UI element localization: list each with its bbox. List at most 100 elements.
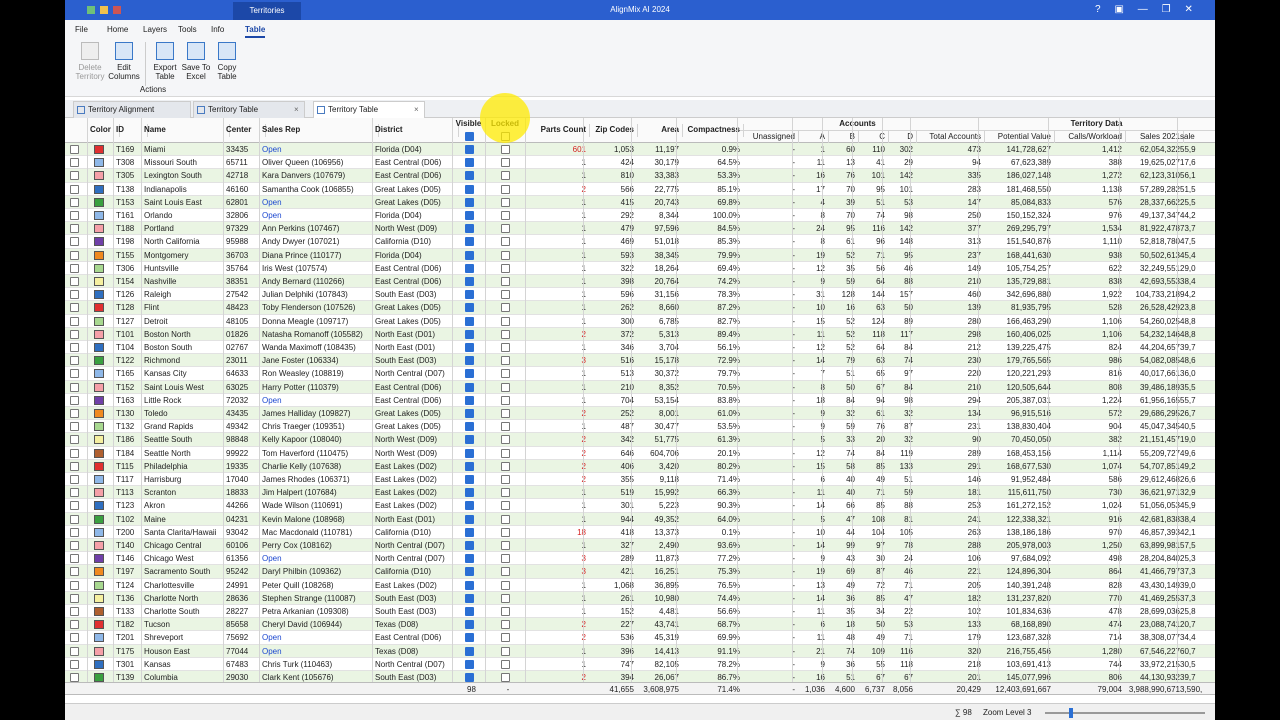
locked-checkbox[interactable] bbox=[501, 237, 510, 247]
visible-checkbox[interactable] bbox=[464, 395, 474, 405]
table-row[interactable]: T165 Kansas City 64633 Ron Weasley (108819)… bbox=[65, 367, 1215, 381]
context-tab[interactable]: Territories bbox=[233, 2, 301, 20]
column-header[interactable]: Center bbox=[223, 124, 266, 137]
visible-checkbox[interactable] bbox=[464, 593, 474, 603]
visible-checkbox[interactable] bbox=[464, 145, 474, 154]
visible-checkbox[interactable] bbox=[464, 329, 474, 339]
locked-checkbox[interactable] bbox=[501, 382, 510, 392]
visible-checkbox[interactable] bbox=[464, 316, 474, 326]
locked-checkbox[interactable] bbox=[501, 501, 510, 511]
visible-checkbox[interactable] bbox=[464, 488, 474, 498]
visible-checkbox[interactable] bbox=[464, 461, 474, 471]
document-tab[interactable]: Territory Table × bbox=[313, 101, 425, 118]
table-row[interactable]: T308 Missouri South 65711 Oliver Queen (106… bbox=[65, 156, 1215, 170]
table-row[interactable]: T197 Sacramento South 95242 Daryl Philbin (… bbox=[65, 565, 1215, 579]
locked-checkbox[interactable] bbox=[501, 343, 510, 352]
table-row[interactable]: T132 Grand Rapids 49342 Chris Traeger (1093… bbox=[65, 420, 1215, 434]
table-row[interactable]: T163 Little Rock 72032 Open East Central (D0… bbox=[65, 393, 1215, 407]
table-row[interactable]: T305 Lexington South 42718 Kara Danvers (10… bbox=[65, 169, 1215, 183]
column-header[interactable]: Sales Rep bbox=[259, 124, 379, 137]
ribbon-tab[interactable]: Layers bbox=[143, 25, 168, 34]
locked-checkbox[interactable] bbox=[501, 527, 510, 537]
visible-checkbox[interactable] bbox=[464, 435, 474, 445]
locked-checkbox[interactable] bbox=[501, 514, 510, 524]
column-header[interactable]: Potential Value bbox=[978, 131, 1055, 143]
locked-checkbox[interactable] bbox=[501, 409, 510, 418]
locked-checkbox[interactable] bbox=[501, 475, 510, 484]
column-header[interactable]: Color bbox=[87, 124, 120, 137]
document-tab[interactable]: Territory Alignment bbox=[73, 101, 191, 118]
visible-checkbox[interactable] bbox=[464, 607, 474, 616]
table-row[interactable]: T155 Montgomery 36703 Diana Prince (110177)… bbox=[65, 248, 1215, 262]
locked-checkbox[interactable] bbox=[501, 673, 510, 682]
locked-checkbox[interactable] bbox=[501, 290, 510, 300]
table-row[interactable]: T306 Huntsville 35764 Iris West (107574) Eas… bbox=[65, 261, 1215, 275]
tab-close[interactable]: × bbox=[414, 105, 419, 114]
visible-checkbox[interactable] bbox=[464, 475, 474, 484]
table-row[interactable]: T138 Indianapolis 46160 Samantha Cook (1068… bbox=[65, 182, 1215, 196]
table-row[interactable]: T130 Toledo 43435 James Halliday (109827) Gr… bbox=[65, 407, 1215, 421]
table-row[interactable]: T175 Houson East 77044 Open Texas (D08) 1 396 1… bbox=[65, 644, 1215, 658]
visible-checkbox[interactable] bbox=[464, 633, 474, 643]
locked-checkbox[interactable] bbox=[501, 593, 510, 603]
column-header[interactable]: Unassigned bbox=[737, 131, 799, 143]
locked-checkbox[interactable] bbox=[501, 646, 510, 656]
ribbon-button[interactable]: Delete Territory bbox=[75, 42, 105, 86]
column-header[interactable]: Name bbox=[141, 124, 230, 137]
column-header[interactable]: Zip Codes bbox=[583, 124, 638, 137]
visible-checkbox[interactable] bbox=[464, 171, 474, 181]
ribbon-button[interactable]: Edit Columns bbox=[108, 42, 140, 86]
visible-checkbox[interactable] bbox=[464, 541, 474, 550]
visible-checkbox[interactable] bbox=[464, 303, 474, 313]
table-row[interactable]: T101 Boston North 01826 Natasha Romanoff (1… bbox=[65, 327, 1215, 341]
column-header[interactable]: Sales 2021 bbox=[1119, 131, 1184, 143]
visible-checkbox[interactable] bbox=[464, 158, 474, 168]
locked-checkbox[interactable] bbox=[501, 659, 510, 669]
locked-checkbox[interactable] bbox=[501, 158, 510, 168]
visible-checkbox[interactable] bbox=[464, 263, 474, 273]
visible-checkbox[interactable] bbox=[464, 673, 474, 682]
locked-checkbox[interactable] bbox=[501, 448, 510, 458]
locked-checkbox[interactable] bbox=[501, 171, 510, 181]
column-header[interactable]: District bbox=[372, 124, 459, 137]
visible-checkbox[interactable] bbox=[464, 514, 474, 524]
table-row[interactable]: T154 Nashville 38351 Andy Bernard (110266) E… bbox=[65, 275, 1215, 289]
ribbon-tab[interactable]: Home bbox=[107, 25, 129, 34]
column-header[interactable]: Area bbox=[631, 124, 683, 137]
visible-checkbox[interactable] bbox=[464, 501, 474, 511]
visible-checkbox[interactable] bbox=[464, 250, 474, 260]
table-row[interactable]: T117 Harrisburg 17040 James Rhodes (106371)… bbox=[65, 473, 1215, 487]
table-row[interactable]: T301 Kansas 67483 Chris Turk (110463) North … bbox=[65, 657, 1215, 671]
ribbon-tab[interactable]: Info bbox=[211, 25, 225, 34]
table-row[interactable]: T104 Boston South 02767 Wanda Maximoff (108… bbox=[65, 341, 1215, 355]
locked-checkbox[interactable] bbox=[501, 554, 510, 564]
table-row[interactable]: T152 Saint Louis West 63025 Harry Potter (1… bbox=[65, 380, 1215, 394]
locked-checkbox[interactable] bbox=[501, 250, 510, 260]
zoom-slider[interactable] bbox=[1045, 708, 1205, 718]
table-row[interactable]: T133 Charlotte South 28227 Petra Arkanian (… bbox=[65, 605, 1215, 619]
locked-checkbox[interactable] bbox=[501, 224, 510, 234]
visible-checkbox[interactable] bbox=[464, 580, 474, 590]
table-row[interactable]: T161 Orlando 32806 Open Florida (D04) 1 292 8,3… bbox=[65, 209, 1215, 223]
table-row[interactable]: T146 Chicago West 61356 Open North Central (… bbox=[65, 552, 1215, 566]
visible-checkbox[interactable] bbox=[464, 448, 474, 458]
locked-checkbox[interactable] bbox=[501, 316, 510, 326]
visible-checkbox[interactable] bbox=[464, 422, 474, 432]
visible-checkbox[interactable] bbox=[464, 567, 474, 577]
visible-checkbox[interactable] bbox=[464, 527, 474, 537]
visible-checkbox[interactable] bbox=[464, 237, 474, 247]
column-header[interactable]: Compactness bbox=[676, 124, 744, 137]
column-header[interactable]: Parts Count bbox=[525, 124, 590, 137]
locked-checkbox[interactable] bbox=[501, 277, 510, 286]
visible-checkbox[interactable] bbox=[464, 554, 474, 564]
visible-checkbox[interactable] bbox=[464, 211, 474, 220]
table-row[interactable]: T184 Seattle North 99922 Tom Haverford (110… bbox=[65, 446, 1215, 460]
column-header[interactable]: ID bbox=[113, 124, 148, 137]
column-header[interactable]: Total Accounts bbox=[910, 131, 985, 143]
locked-checkbox[interactable] bbox=[501, 488, 510, 498]
locked-checkbox[interactable] bbox=[501, 620, 510, 630]
quick-access[interactable] bbox=[85, 4, 125, 16]
visible-checkbox[interactable] bbox=[464, 356, 474, 366]
locked-checkbox[interactable] bbox=[501, 435, 510, 445]
visible-checkbox[interactable] bbox=[464, 620, 474, 630]
